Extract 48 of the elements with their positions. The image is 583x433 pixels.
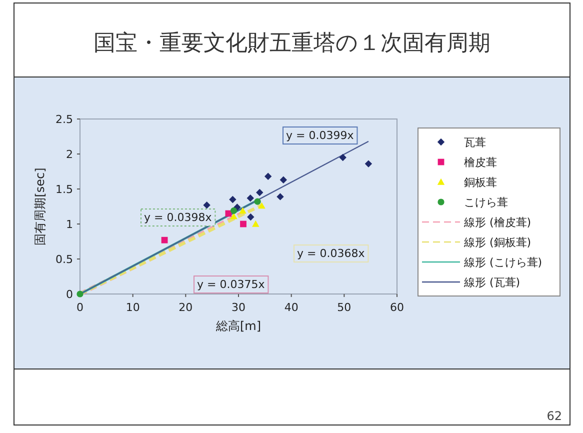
legend-label: 線形 (銅板葺) (463, 236, 532, 249)
y-tick-label: 2 (66, 148, 73, 161)
legend-label: 線形 (檜皮葺) (463, 216, 532, 229)
point (246, 194, 254, 202)
y-axis-title: 固有周期[sec] (33, 168, 47, 246)
x-tick-label: 60 (390, 301, 404, 314)
point (247, 213, 254, 221)
point (364, 160, 372, 168)
x-tick-label: 30 (232, 301, 246, 314)
y-tick-label: 1.5 (56, 183, 73, 196)
text: 62 (546, 409, 562, 423)
legend-label: 線形 (瓦葺) (463, 276, 520, 289)
point (264, 172, 272, 180)
point (258, 202, 266, 209)
point (230, 212, 238, 220)
x-tick-label: 50 (337, 301, 352, 314)
point (230, 207, 238, 214)
point (203, 202, 210, 209)
point (239, 207, 246, 214)
annotation: y = 0.0375x (197, 278, 266, 291)
point (252, 220, 260, 227)
x-tick-label: 0 (76, 301, 84, 314)
chart-title: 国宝・重要文化財五重塔の１次固有周期 (94, 31, 490, 56)
y-tick-label: 1 (66, 218, 73, 231)
x-tick-label: 10 (126, 301, 140, 314)
point (256, 188, 264, 196)
point (229, 196, 236, 204)
legend-label: 瓦葺 (464, 136, 486, 149)
x-tick-label: 40 (284, 301, 298, 314)
legend-label: 銅板葺 (464, 176, 497, 189)
annotation: y = 0.0368x (297, 247, 366, 260)
point (76, 290, 84, 298)
legend-label: 線形 (こけら葺) (463, 256, 542, 269)
x-tick-label: 20 (178, 301, 193, 314)
point (339, 154, 346, 162)
point (254, 198, 261, 205)
legend-label: こけら葺 (464, 196, 508, 209)
point (161, 236, 168, 244)
y-tick-label: 0 (66, 288, 73, 301)
point (276, 193, 284, 200)
point (240, 220, 246, 228)
y-tick-label: 0.5 (56, 253, 73, 266)
annotation: y = 0.0398x (144, 211, 212, 224)
y-tick-label: 2.5 (56, 113, 73, 126)
x-axis-title: 総高[m] (214, 319, 262, 333)
point (280, 176, 288, 184)
annotation: y = 0.0399x (286, 129, 354, 142)
legend-label: 檜皮葺 (464, 156, 497, 169)
